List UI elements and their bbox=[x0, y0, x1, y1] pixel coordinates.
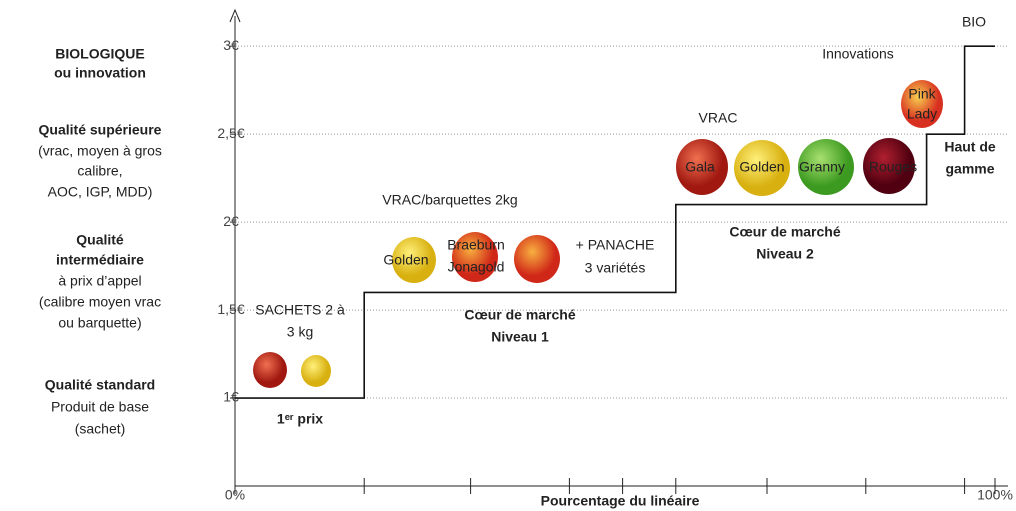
level-text: Qualité bbox=[76, 232, 124, 248]
apple-label: Gala bbox=[685, 159, 715, 175]
x-tick-label: 100% bbox=[977, 487, 1013, 503]
level-text: ou innovation bbox=[54, 65, 146, 81]
apple-label: Golden bbox=[383, 252, 428, 268]
y-tick-label: 1,5€ bbox=[217, 301, 244, 317]
annotation: Cœur de marché bbox=[729, 224, 840, 240]
apple-label: Granny bbox=[799, 159, 845, 175]
y-tick-label: 2€ bbox=[223, 213, 239, 229]
y-tick-label: 2,5€ bbox=[217, 125, 244, 141]
apple-label: Jonagold bbox=[448, 259, 505, 275]
level-text: calibre, bbox=[77, 163, 122, 179]
annotation: 3 variétés bbox=[585, 260, 646, 276]
y-tick-label: 3€ bbox=[223, 37, 239, 53]
annotation: Niveau 2 bbox=[756, 246, 814, 262]
annotation: VRAC/barquettes 2kg bbox=[382, 192, 517, 208]
apple-label: Pink bbox=[908, 86, 936, 102]
x-axis-label: Pourcentage du linéaire bbox=[541, 493, 700, 509]
level-text: intermédiaire bbox=[56, 252, 144, 268]
apple-label: Golden bbox=[739, 159, 784, 175]
apple-label: Braeburn bbox=[447, 237, 505, 253]
annotation: Innovations bbox=[822, 46, 894, 62]
apple-label: Lady bbox=[907, 106, 937, 122]
annotation: Cœur de marché bbox=[464, 307, 575, 323]
annotation: Niveau 1 bbox=[491, 329, 549, 345]
annotation: SACHETS 2 à bbox=[255, 302, 345, 318]
level-text: (vrac, moyen à gros bbox=[38, 143, 162, 159]
apple-label: Rouges bbox=[869, 159, 917, 175]
level-text: Qualité supérieure bbox=[39, 122, 162, 138]
level-text: BIOLOGIQUE bbox=[55, 46, 144, 62]
annotation: gamme bbox=[945, 161, 994, 177]
annotation: Haut de bbox=[944, 139, 996, 155]
level-text: Produit de base bbox=[51, 399, 149, 415]
annotation: VRAC bbox=[699, 110, 738, 126]
level-text: (calibre moyen vrac bbox=[39, 294, 161, 310]
level-text: (sachet) bbox=[75, 421, 126, 437]
annotation: 1ᵉʳ prix bbox=[277, 411, 323, 427]
annotation: BIO bbox=[962, 14, 986, 30]
level-text: Qualité standard bbox=[45, 377, 155, 393]
level-text: AOC, IGP, MDD) bbox=[48, 184, 153, 200]
level-text: ou barquette) bbox=[58, 315, 141, 331]
annotation: + PANACHE bbox=[576, 237, 655, 253]
x-tick-label: 0% bbox=[225, 487, 245, 503]
y-tick-label: 1€ bbox=[223, 389, 239, 405]
chart: Golden Braeburn Jonagold Gala Golden Gra… bbox=[0, 0, 1016, 511]
level-text: à prix d’appel bbox=[58, 273, 141, 289]
annotation: 3 kg bbox=[287, 324, 313, 340]
